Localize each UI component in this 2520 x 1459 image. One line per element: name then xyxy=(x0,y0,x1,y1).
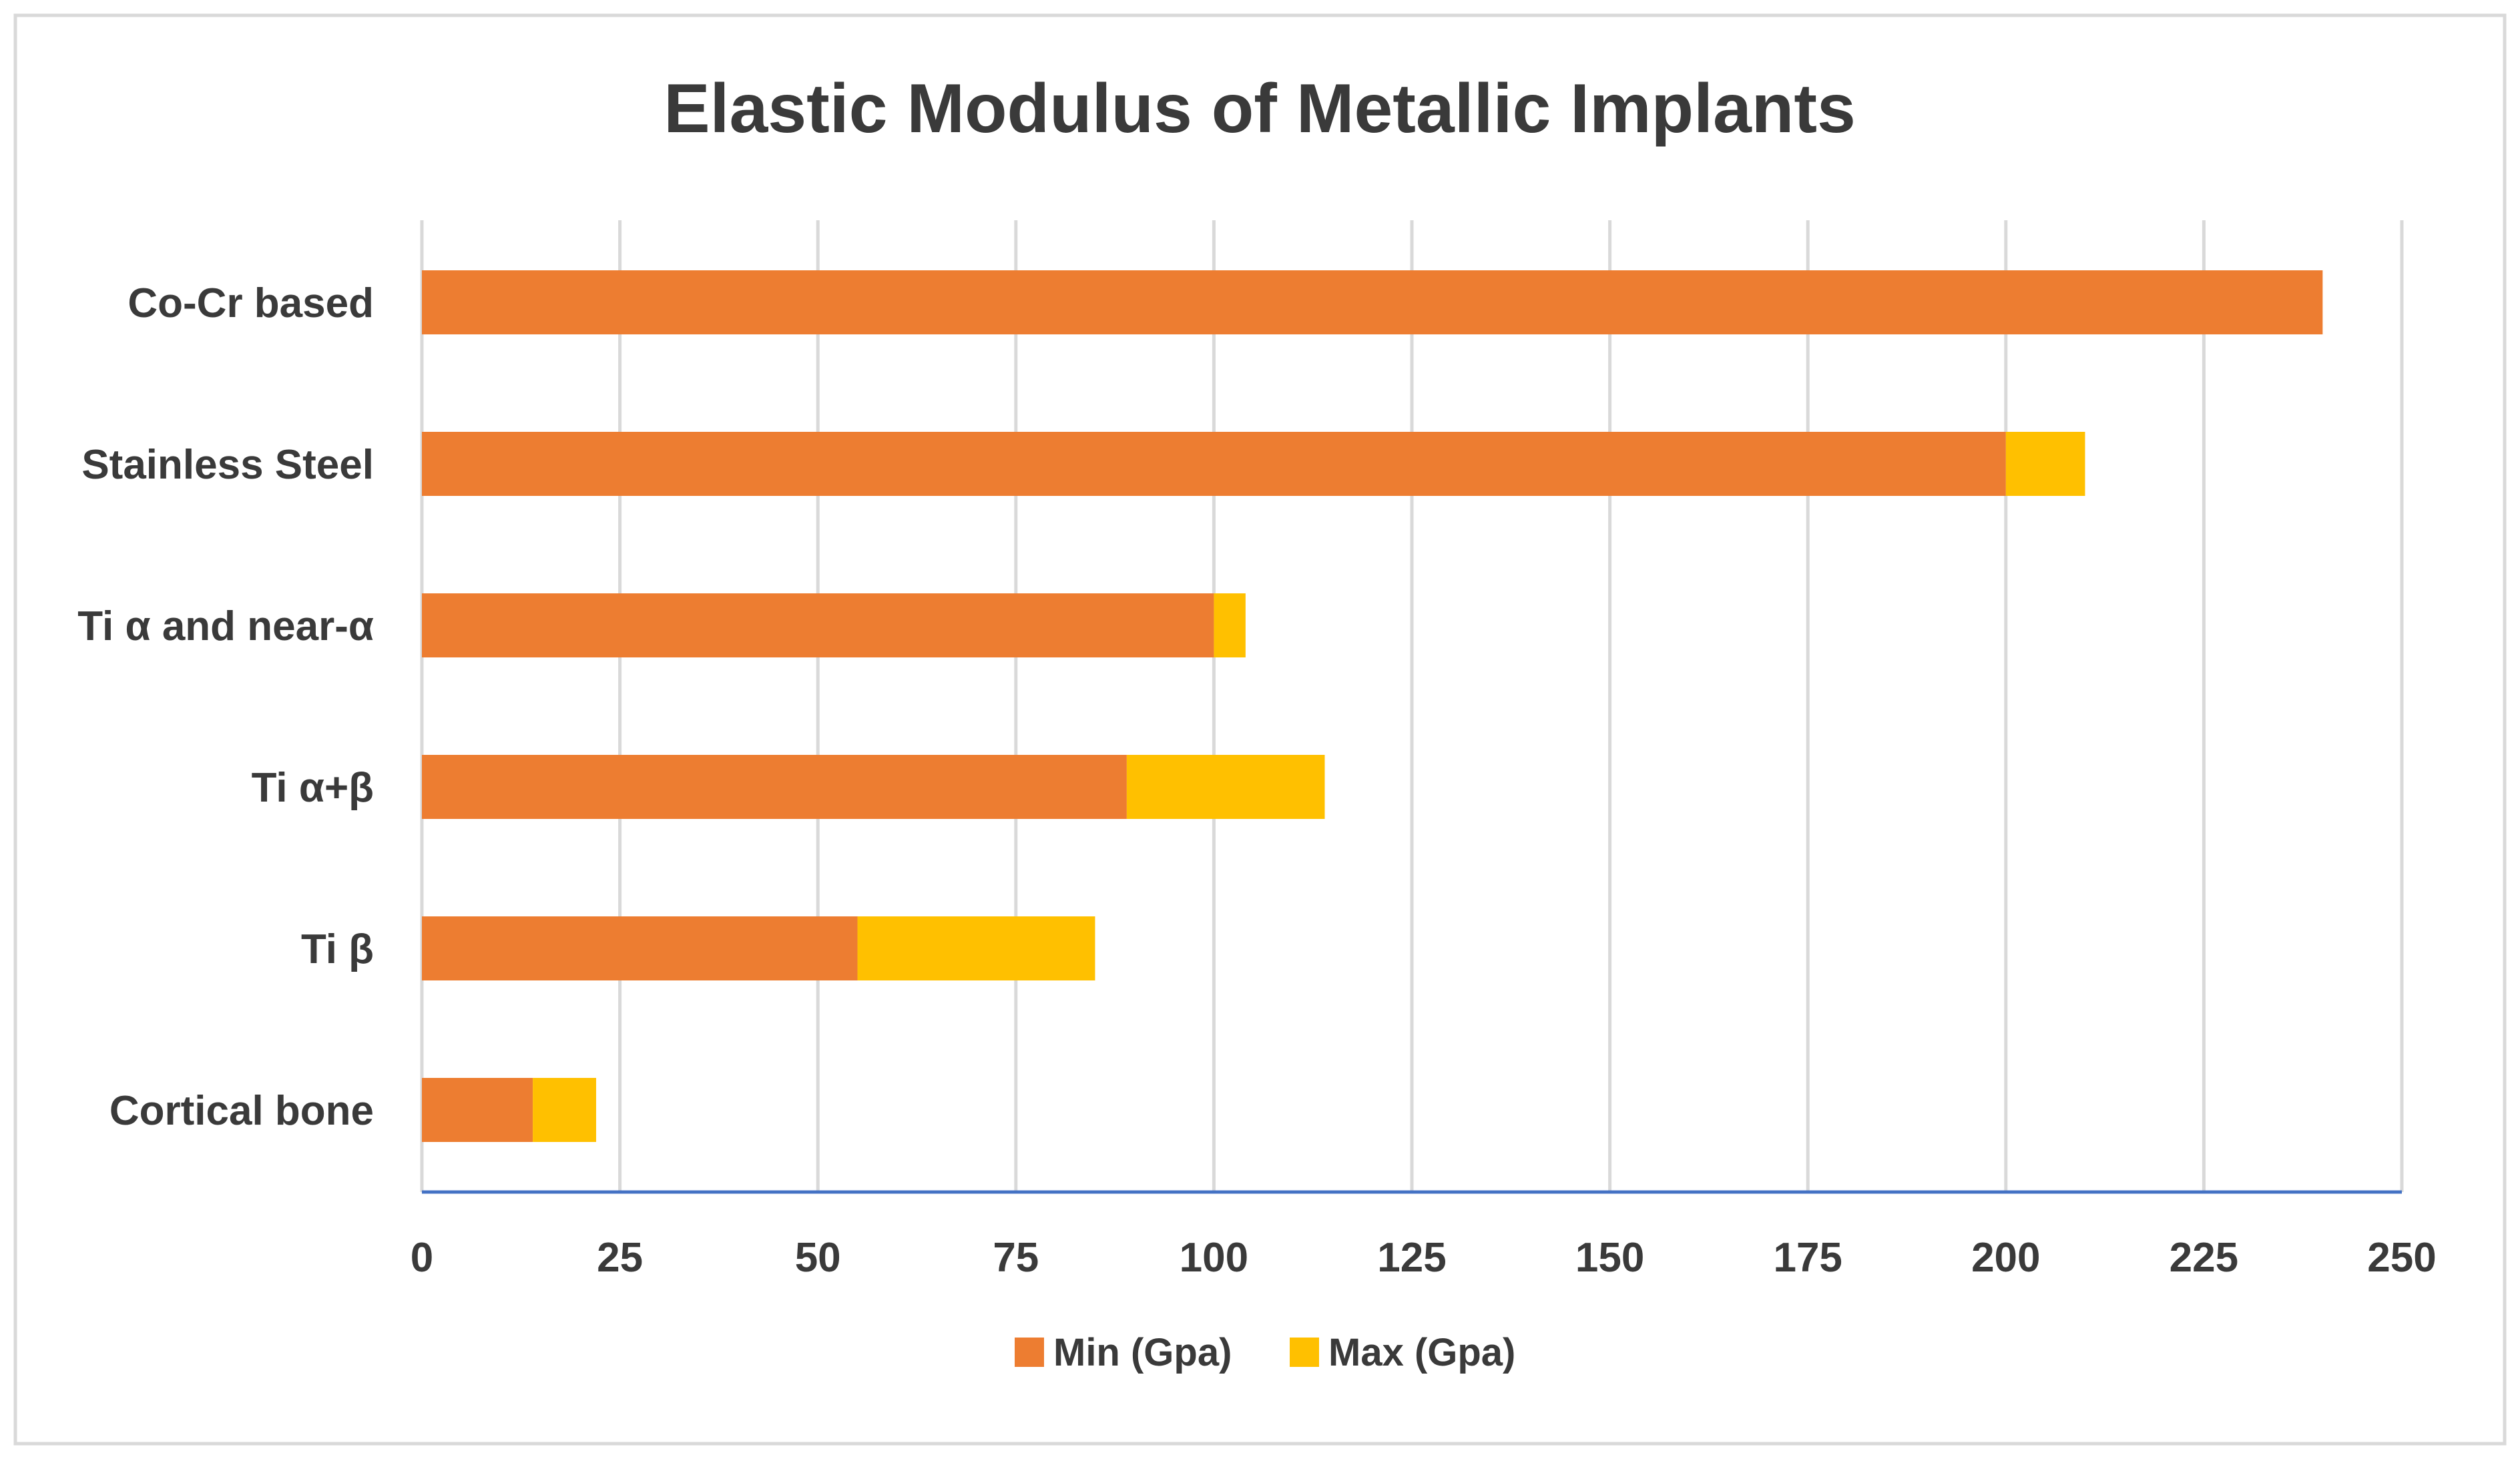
chart-frame xyxy=(13,13,2507,1446)
gridlines xyxy=(420,220,2404,1192)
legend-swatch xyxy=(1290,1338,1319,1367)
bar-min xyxy=(422,432,2006,496)
bar-max xyxy=(2005,432,2085,496)
bar-min xyxy=(422,1078,533,1142)
x-tick-label: 150 xyxy=(1575,1235,1644,1281)
bar-min xyxy=(422,755,1127,819)
bars xyxy=(422,270,2323,1142)
x-tick-label: 75 xyxy=(993,1235,1039,1281)
x-tick-label: 0 xyxy=(411,1235,433,1281)
x-tick-label: 100 xyxy=(1180,1235,1248,1281)
category-labels: Co-Cr based Stainless Steel Ti α and near-… xyxy=(77,280,374,1134)
legend-label: Max (Gpa) xyxy=(1328,1331,1515,1374)
x-tick-label: 200 xyxy=(1971,1235,2040,1281)
x-tick-label: 250 xyxy=(2367,1235,2436,1281)
legend: Min (Gpa) Max (Gpa) xyxy=(1015,1331,1515,1374)
y-category-label: Stainless Steel xyxy=(81,442,374,488)
x-tick-label: 50 xyxy=(795,1235,841,1281)
bar-min xyxy=(422,593,1214,657)
y-category-label: Co-Cr based xyxy=(128,280,374,326)
y-category-label: Ti α and near-α xyxy=(77,603,374,649)
bar-min xyxy=(422,270,2323,334)
bar-min xyxy=(422,916,858,980)
x-tick-label: 25 xyxy=(597,1235,643,1281)
bar-max xyxy=(1126,755,1325,819)
bar-max xyxy=(857,916,1095,980)
x-tick-label: 125 xyxy=(1377,1235,1446,1281)
y-category-label: Ti β xyxy=(301,926,374,972)
tick-labels: 0 25 50 75 100 125 150 175 200 225 250 xyxy=(411,1235,2437,1281)
legend-label: Min (Gpa) xyxy=(1053,1331,1232,1374)
x-tick-label: 225 xyxy=(2170,1235,2238,1281)
bar-max xyxy=(1214,593,1246,657)
y-category-label: Cortical bone xyxy=(109,1088,374,1134)
x-tick-label: 175 xyxy=(1773,1235,1842,1281)
bar-max xyxy=(533,1078,597,1142)
legend-swatch xyxy=(1015,1338,1044,1367)
chart-title: Elastic Modulus of Metallic Implants xyxy=(664,70,1856,148)
y-category-label: Ti α+β xyxy=(252,765,374,811)
